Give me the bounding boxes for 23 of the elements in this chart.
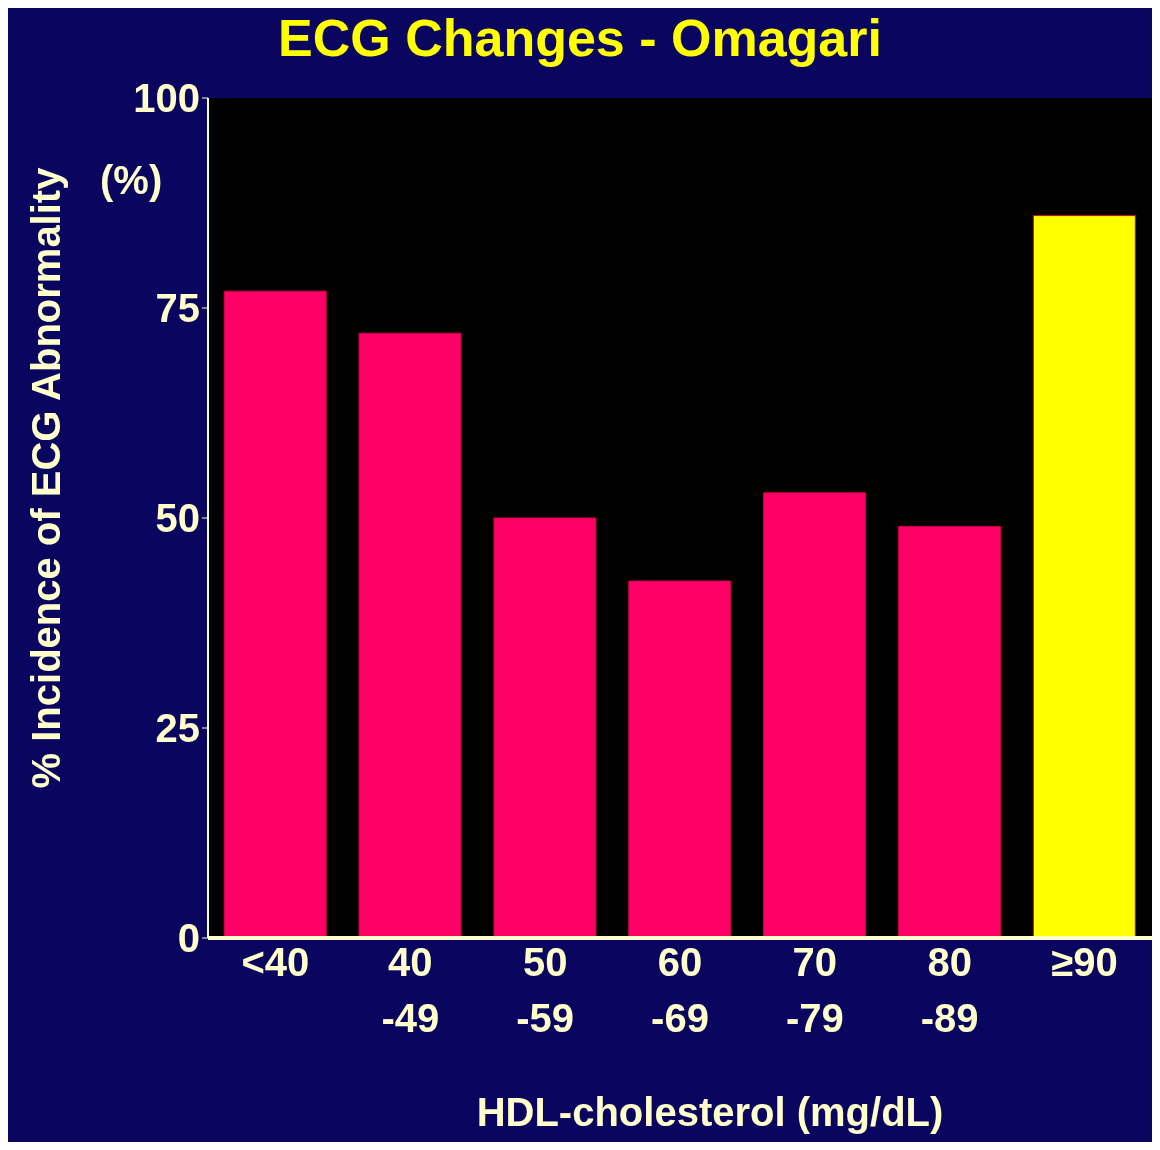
x-tick-label: <40 (241, 940, 310, 984)
bar (763, 492, 867, 938)
text: (%) (100, 158, 163, 203)
x-tick-label: ≥90 (1051, 940, 1118, 984)
x-tick-label: 40 -49 (381, 940, 440, 1040)
y-tick-label: 75 (155, 286, 200, 331)
bar (493, 517, 597, 938)
bar (897, 525, 1001, 938)
y-tick-label: 100 (133, 76, 200, 121)
bar (628, 580, 732, 938)
y-tick-label: 25 (155, 706, 200, 751)
y-tick-label: 50 (155, 496, 200, 541)
bar (1032, 215, 1136, 938)
y-axis-title: % Incidence of ECG Abnormality (23, 167, 69, 789)
x-tick-label: 60 -69 (651, 940, 709, 1040)
y-tick-label: 0 (177, 916, 200, 961)
x-tick-label: 80 -89 (920, 940, 979, 1040)
x-axis-title: HDL-cholesterol (mg/dL) (475, 1090, 945, 1135)
bar (223, 290, 327, 938)
chart-title: ECG Changes - Omagari (277, 8, 883, 68)
x-tick-label: 50 -59 (516, 940, 575, 1040)
x-tick-label: 70 -79 (785, 940, 844, 1040)
bar (358, 332, 462, 938)
